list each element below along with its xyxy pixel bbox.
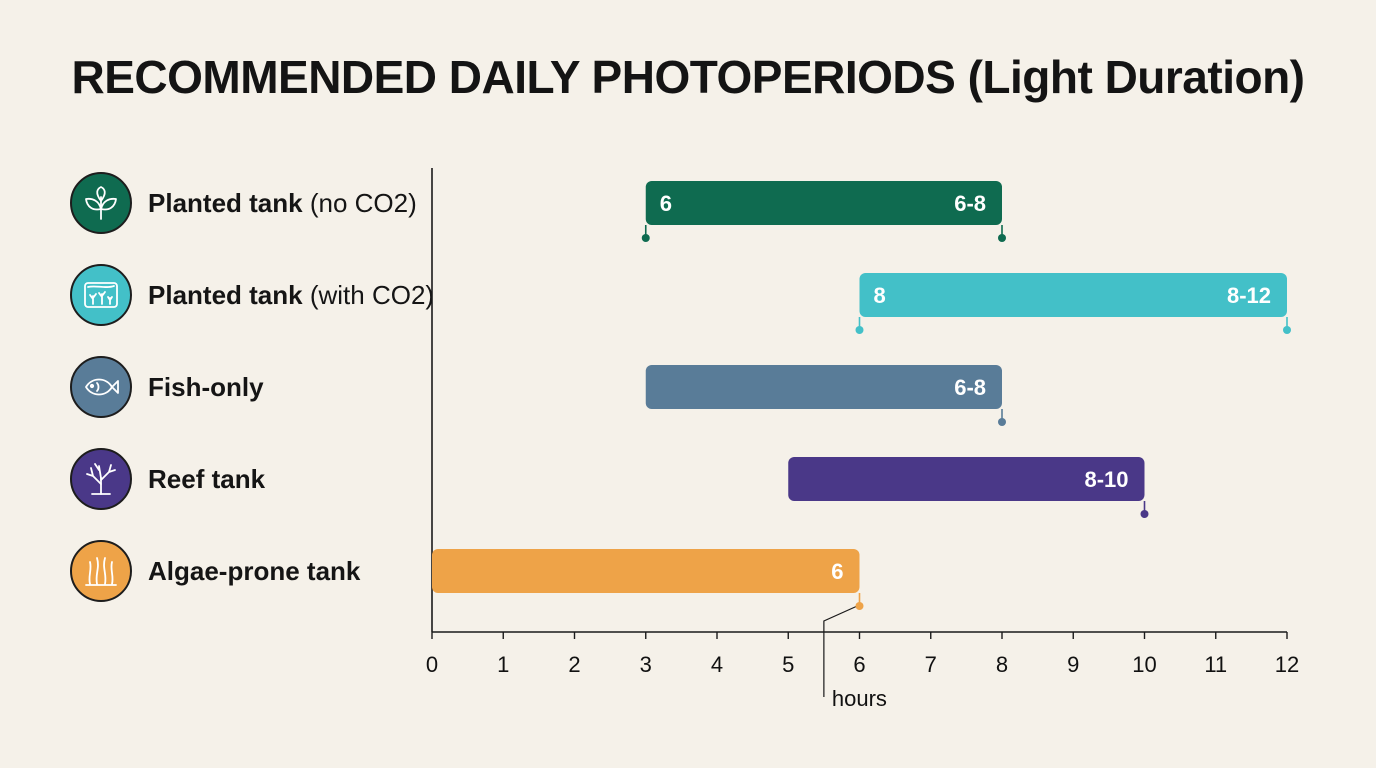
bar-start-label: 6 <box>660 191 672 216</box>
end-marker-dot <box>1140 510 1149 518</box>
bar-end-label: 6-8 <box>954 191 986 216</box>
x-tick-label: 10 <box>1132 652 1156 677</box>
x-tick-label: 7 <box>925 652 937 677</box>
row-label-fish-only: Fish-only <box>70 354 264 420</box>
x-tick-label: 12 <box>1275 652 1299 677</box>
start-marker-dot <box>855 326 864 334</box>
range-bar <box>645 365 1002 409</box>
range-bar <box>859 273 1287 317</box>
range-bar <box>645 181 1002 225</box>
row-name: Algae-prone tank <box>148 555 361 586</box>
row-name: Planted tank <box>148 187 303 218</box>
x-tick-label: 9 <box>1067 652 1079 677</box>
row-qualifier: (with CO2) <box>309 279 435 310</box>
x-tick-label: 4 <box>711 652 723 677</box>
row-label-planted-with-co2: Planted tank (with CO2) <box>70 262 434 328</box>
bar-end-label: 6 <box>831 559 843 584</box>
bar-end-label: 8-12 <box>1227 283 1271 308</box>
range-bar <box>432 549 860 593</box>
x-tick-label: 3 <box>640 652 652 677</box>
algae-icon <box>70 540 132 602</box>
end-marker-dot <box>1283 326 1291 334</box>
row-name: Planted tank <box>148 279 303 310</box>
end-marker-dot <box>998 418 1006 426</box>
x-tick-label: 5 <box>782 652 794 677</box>
x-tick-label: 6 <box>853 652 865 677</box>
coral-icon <box>70 448 132 510</box>
bar-end-label: 8-10 <box>1084 467 1128 492</box>
bar-start-label: 8 <box>874 283 886 308</box>
row-name: Fish-only <box>148 371 264 402</box>
chart-title: RECOMMENDED DAILY PHOTOPERIODS (Light Du… <box>71 51 1305 103</box>
fish-icon <box>70 356 132 418</box>
row-name: Reef tank <box>148 463 266 494</box>
row-label-algae-prone: Algae-prone tank <box>70 538 360 604</box>
row-qualifier: (no CO2) <box>309 187 417 218</box>
x-tick-label: 11 <box>1204 652 1227 677</box>
end-marker-dot <box>855 602 864 610</box>
end-marker-dot <box>998 234 1006 242</box>
bar-end-label: 6-8 <box>954 375 986 400</box>
row-label-planted-no-co2: Planted tank (no CO2) <box>70 170 417 236</box>
x-tick-label: 0 <box>426 652 438 677</box>
aquarium-plants-icon <box>70 264 132 326</box>
start-marker-dot <box>641 234 650 242</box>
x-tick-label: 1 <box>497 652 509 677</box>
row-label-reef-tank: Reef tank <box>70 446 265 512</box>
unit-leader-line <box>823 604 860 697</box>
range-bar <box>788 457 1145 501</box>
plant-leaves-icon <box>70 172 132 234</box>
x-tick-label: 8 <box>996 652 1008 677</box>
x-tick-label: 2 <box>568 652 580 677</box>
x-axis-unit-label: hours <box>832 686 887 711</box>
